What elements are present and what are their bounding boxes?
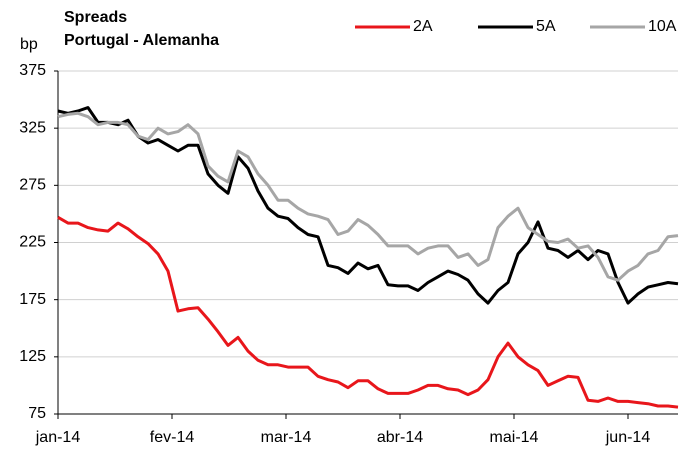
y-tick-label: 75 — [28, 405, 46, 422]
x-tick-label: jun-14 — [605, 429, 651, 446]
y-tick-label: 225 — [19, 234, 46, 251]
legend-label: 10A — [648, 18, 677, 35]
chart-subtitle: Portugal - Alemanha — [64, 32, 219, 49]
x-tick-label: mar-14 — [261, 429, 312, 446]
y-tick-label: 375 — [19, 62, 46, 79]
series-line — [57, 106, 679, 305]
y-axis-label: bp — [20, 36, 38, 53]
series-line — [57, 216, 679, 409]
x-tick-label: jan-14 — [35, 429, 81, 446]
legend-label: 5A — [536, 18, 556, 35]
series-line — [57, 111, 679, 282]
y-tick-label: 175 — [19, 291, 46, 308]
y-tick-label: 325 — [19, 119, 46, 136]
legend-label: 2A — [413, 18, 433, 35]
x-tick-label: fev-14 — [150, 429, 195, 446]
y-tick-label: 125 — [19, 348, 46, 365]
x-tick-label: mai-14 — [490, 429, 539, 446]
x-tick-label: abr-14 — [377, 429, 423, 446]
chart-title: Spreads — [64, 9, 127, 26]
y-tick-label: 275 — [19, 177, 46, 194]
